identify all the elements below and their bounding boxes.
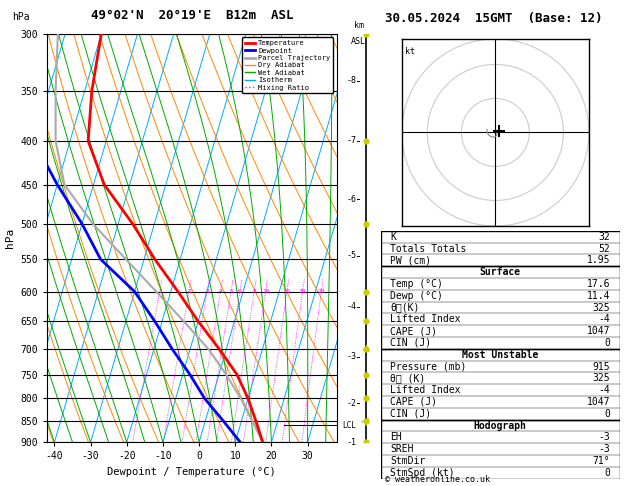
- Text: 8: 8: [252, 289, 256, 294]
- Text: Hodograph: Hodograph: [474, 420, 526, 431]
- Text: 49°02'N  20°19'E  B12m  ASL: 49°02'N 20°19'E B12m ASL: [91, 9, 293, 22]
- Text: 30.05.2024  15GMT  (Base: 12): 30.05.2024 15GMT (Base: 12): [385, 12, 603, 25]
- Text: CAPE (J): CAPE (J): [390, 397, 437, 407]
- Text: km: km: [353, 21, 364, 30]
- Text: 1.95: 1.95: [586, 255, 610, 265]
- Text: -3: -3: [598, 433, 610, 442]
- Text: StmSpd (kt): StmSpd (kt): [390, 468, 455, 478]
- Text: 52: 52: [598, 243, 610, 254]
- Text: 0: 0: [604, 409, 610, 419]
- Text: 6: 6: [238, 289, 242, 294]
- Text: 0: 0: [604, 468, 610, 478]
- Y-axis label: hPa: hPa: [5, 228, 15, 248]
- Text: PW (cm): PW (cm): [390, 255, 431, 265]
- Text: Surface: Surface: [479, 267, 521, 277]
- Text: -3: -3: [347, 352, 357, 361]
- Text: © weatheronline.co.uk: © weatheronline.co.uk: [385, 474, 490, 484]
- Text: Dewp (°C): Dewp (°C): [390, 291, 443, 301]
- Text: Lifted Index: Lifted Index: [390, 314, 460, 324]
- Text: 11.4: 11.4: [586, 291, 610, 301]
- Text: 15: 15: [283, 289, 291, 294]
- Text: kt: kt: [405, 47, 415, 56]
- Text: 2: 2: [187, 289, 191, 294]
- Text: LCL: LCL: [342, 421, 356, 430]
- Text: Temp (°C): Temp (°C): [390, 279, 443, 289]
- Text: 3: 3: [205, 289, 209, 294]
- Text: 10: 10: [262, 289, 269, 294]
- Text: θᴄ (K): θᴄ (K): [390, 373, 425, 383]
- Text: StmDir: StmDir: [390, 456, 425, 466]
- Text: Most Unstable: Most Unstable: [462, 350, 538, 360]
- Text: K: K: [390, 232, 396, 242]
- Text: -2: -2: [347, 399, 357, 408]
- Text: -8: -8: [347, 76, 357, 85]
- Text: 20: 20: [299, 289, 306, 294]
- Text: SREH: SREH: [390, 444, 414, 454]
- Text: Totals Totals: Totals Totals: [390, 243, 467, 254]
- X-axis label: Dewpoint / Temperature (°C): Dewpoint / Temperature (°C): [108, 467, 276, 477]
- Text: -3: -3: [598, 444, 610, 454]
- Text: 17.6: 17.6: [586, 279, 610, 289]
- Text: 32: 32: [598, 232, 610, 242]
- Text: -7: -7: [347, 137, 357, 145]
- Text: CAPE (J): CAPE (J): [390, 326, 437, 336]
- Text: 325: 325: [593, 373, 610, 383]
- Text: θᴄ(K): θᴄ(K): [390, 303, 420, 312]
- Text: 5: 5: [229, 289, 233, 294]
- Text: hPa: hPa: [13, 12, 30, 22]
- Text: 915: 915: [593, 362, 610, 372]
- Text: 1: 1: [158, 289, 162, 294]
- Text: CIN (J): CIN (J): [390, 338, 431, 348]
- Text: Pressure (mb): Pressure (mb): [390, 362, 467, 372]
- Text: 28: 28: [318, 289, 325, 294]
- Text: EH: EH: [390, 433, 402, 442]
- Text: 0: 0: [604, 338, 610, 348]
- Text: 325: 325: [593, 303, 610, 312]
- Text: -4: -4: [598, 385, 610, 395]
- Text: -1: -1: [347, 438, 357, 447]
- Legend: Temperature, Dewpoint, Parcel Trajectory, Dry Adiabat, Wet Adiabat, Isotherm, Mi: Temperature, Dewpoint, Parcel Trajectory…: [242, 37, 333, 93]
- Text: -6: -6: [347, 195, 357, 204]
- Text: Lifted Index: Lifted Index: [390, 385, 460, 395]
- Text: ASL: ASL: [351, 37, 366, 46]
- Text: -4: -4: [347, 302, 357, 311]
- Text: 4: 4: [218, 289, 222, 294]
- Text: 1047: 1047: [586, 397, 610, 407]
- Text: 1047: 1047: [586, 326, 610, 336]
- Text: 71°: 71°: [593, 456, 610, 466]
- Text: CIN (J): CIN (J): [390, 409, 431, 419]
- Text: -5: -5: [347, 251, 357, 260]
- Text: -4: -4: [598, 314, 610, 324]
